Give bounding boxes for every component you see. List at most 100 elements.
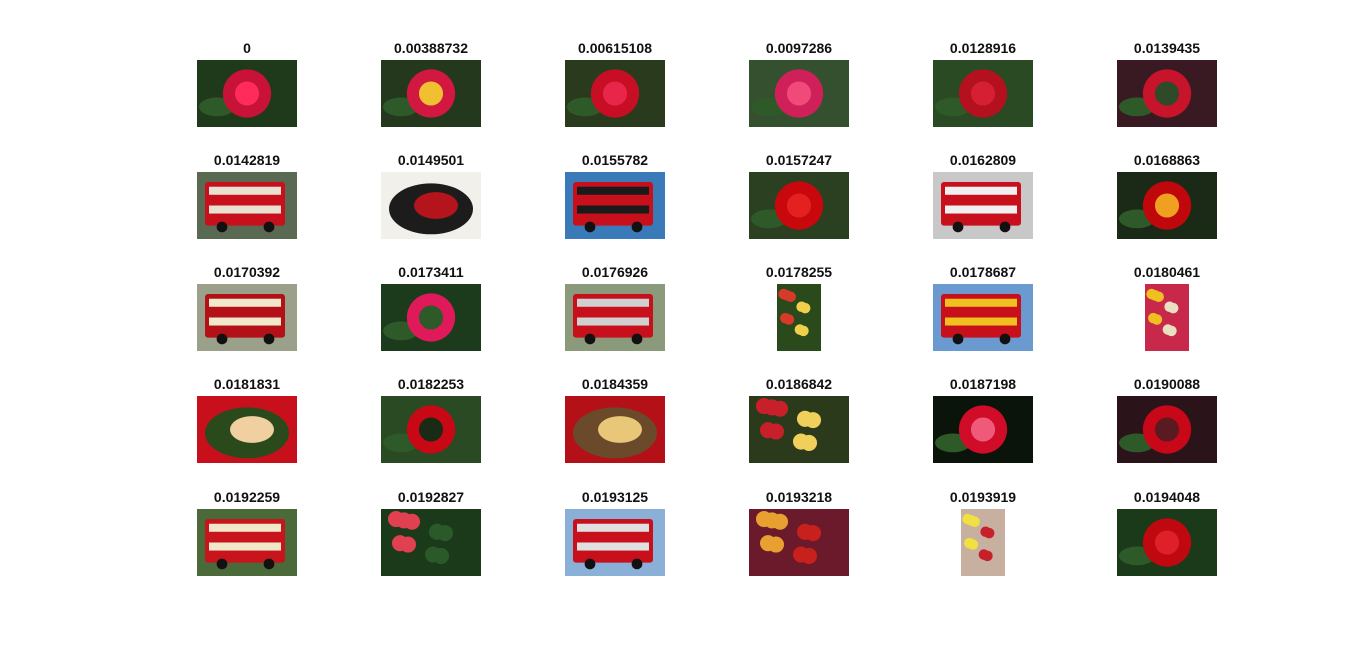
thumbnail-frame	[381, 509, 481, 576]
red-rose-photo-thumbnail	[1117, 396, 1217, 463]
red-rose-photo-thumbnail	[1117, 60, 1217, 127]
thumbnail-frame	[381, 172, 481, 239]
red-rose-photo-thumbnail	[933, 396, 1033, 463]
distance-score-label: 0.0139435	[1133, 40, 1201, 56]
thumbnail-frame	[1145, 284, 1189, 351]
result-cell: 0.0181831	[162, 376, 332, 476]
distance-score-label: 0.0186842	[765, 376, 833, 392]
thumbnail-frame	[749, 172, 849, 239]
distance-score-label: 0.0190088	[1133, 376, 1201, 392]
thumbnail-frame	[1117, 396, 1217, 463]
red-rose-photo-thumbnail	[381, 396, 481, 463]
thumbnail-frame	[565, 509, 665, 576]
result-cell: 0.0180461	[1082, 264, 1252, 364]
red-double-decker-bus-photo-thumbnail	[197, 172, 297, 239]
thumbnail-frame	[1117, 172, 1217, 239]
thumbnail-frame	[197, 172, 297, 239]
red-rose-photo-thumbnail	[749, 172, 849, 239]
thumbnail-frame	[565, 60, 665, 127]
distance-score-label: 0.0176926	[581, 264, 649, 280]
result-cell: 0.0142819	[162, 152, 332, 252]
thumbnail-frame	[197, 396, 297, 463]
thumbnail-frame	[1117, 60, 1217, 127]
result-cell: 0.0182253	[346, 376, 516, 476]
distance-score-label: 0.0182253	[397, 376, 465, 392]
result-cell: 0.0178687	[898, 264, 1068, 364]
result-cell: 0.0193919	[898, 489, 1068, 589]
red-rose-photo-thumbnail	[381, 60, 481, 127]
thumbnail-frame	[197, 284, 297, 351]
distance-score-label: 0.0192827	[397, 489, 465, 505]
distance-score-label: 0.0168863	[1133, 152, 1201, 168]
food-plate-photo-thumbnail	[197, 396, 297, 463]
result-cell: 0.0178255	[714, 264, 884, 364]
red-rose-photo-thumbnail	[1117, 509, 1217, 576]
thumbnail-frame	[749, 60, 849, 127]
red-double-decker-bus-photo-thumbnail	[565, 509, 665, 576]
red-rose-photo-thumbnail	[565, 60, 665, 127]
result-cell: 0.0162809	[898, 152, 1068, 252]
red-double-decker-bus-photo-thumbnail	[565, 284, 665, 351]
result-cell: 0.0192827	[346, 489, 516, 589]
result-cell: 0.0193218	[714, 489, 884, 589]
result-cell: 0.0187198	[898, 376, 1068, 476]
distance-score-label: 0.0180461	[1133, 264, 1201, 280]
red-rose-photo-thumbnail	[197, 60, 297, 127]
distance-score-label: 0.0194048	[1133, 489, 1201, 505]
distance-score-label: 0.0193919	[949, 489, 1017, 505]
red-rose-photo-thumbnail	[1117, 172, 1217, 239]
result-cell: 0.0190088	[1082, 376, 1252, 476]
thumbnail-frame	[777, 284, 821, 351]
distance-score-label: 0.0097286	[765, 40, 833, 56]
distance-score-label: 0.0162809	[949, 152, 1017, 168]
food-platter-photo-thumbnail	[749, 509, 849, 576]
distance-score-label: 0.0155782	[581, 152, 649, 168]
distance-score-label: 0.0181831	[213, 376, 281, 392]
result-cell: 0.00615108	[530, 40, 700, 140]
distance-score-label: 0.0192259	[213, 489, 281, 505]
result-cell: 0.0157247	[714, 152, 884, 252]
red-rose-photo-thumbnail	[381, 284, 481, 351]
thumbnail-frame	[197, 60, 297, 127]
distance-score-label: 0.0170392	[213, 264, 281, 280]
thumbnail-frame	[381, 396, 481, 463]
thumbnail-frame	[961, 509, 1005, 576]
vintage-bus-photo-thumbnail	[197, 509, 297, 576]
result-cell: 0.0170392	[162, 264, 332, 364]
red-double-decker-bus-photo-thumbnail	[565, 172, 665, 239]
distance-score-label: 0.00615108	[578, 40, 652, 56]
thumbnail-frame	[197, 509, 297, 576]
distance-score-label: 0.0142819	[213, 152, 281, 168]
red-rose-photo-thumbnail	[749, 60, 849, 127]
distance-score-label: 0.0187198	[949, 376, 1017, 392]
thumbnail-frame	[1117, 509, 1217, 576]
food-dish-photo-thumbnail	[1145, 284, 1189, 351]
thumbnail-frame	[381, 60, 481, 127]
thumbnail-frame	[749, 396, 849, 463]
result-cell: 0.0173411	[346, 264, 516, 364]
distance-score-label: 0	[243, 40, 251, 56]
result-cell: 0.0097286	[714, 40, 884, 140]
red-rose-photo-thumbnail	[933, 60, 1033, 127]
result-cell: 0.0176926	[530, 264, 700, 364]
result-cell: 0.0155782	[530, 152, 700, 252]
thumbnail-frame	[749, 509, 849, 576]
distance-score-label: 0.0157247	[765, 152, 833, 168]
distance-score-label: 0.0178255	[765, 264, 833, 280]
distance-score-label: 0.0178687	[949, 264, 1017, 280]
thumbnail-frame	[565, 396, 665, 463]
distance-score-label: 0.0193125	[581, 489, 649, 505]
thumbnail-frame	[933, 284, 1033, 351]
distance-score-label: 0.0193218	[765, 489, 833, 505]
result-cell: 0.0168863	[1082, 152, 1252, 252]
result-cell: 0.0139435	[1082, 40, 1252, 140]
thumbnail-frame	[933, 172, 1033, 239]
food-arrangement-photo-thumbnail	[961, 509, 1005, 576]
distance-score-label: 0.0184359	[581, 376, 649, 392]
distance-score-label: 0.00388732	[394, 40, 468, 56]
fruit-arrangement-photo-thumbnail	[749, 396, 849, 463]
result-cell: 0.0193125	[530, 489, 700, 589]
thumbnail-frame	[933, 60, 1033, 127]
thumbnail-frame	[565, 172, 665, 239]
